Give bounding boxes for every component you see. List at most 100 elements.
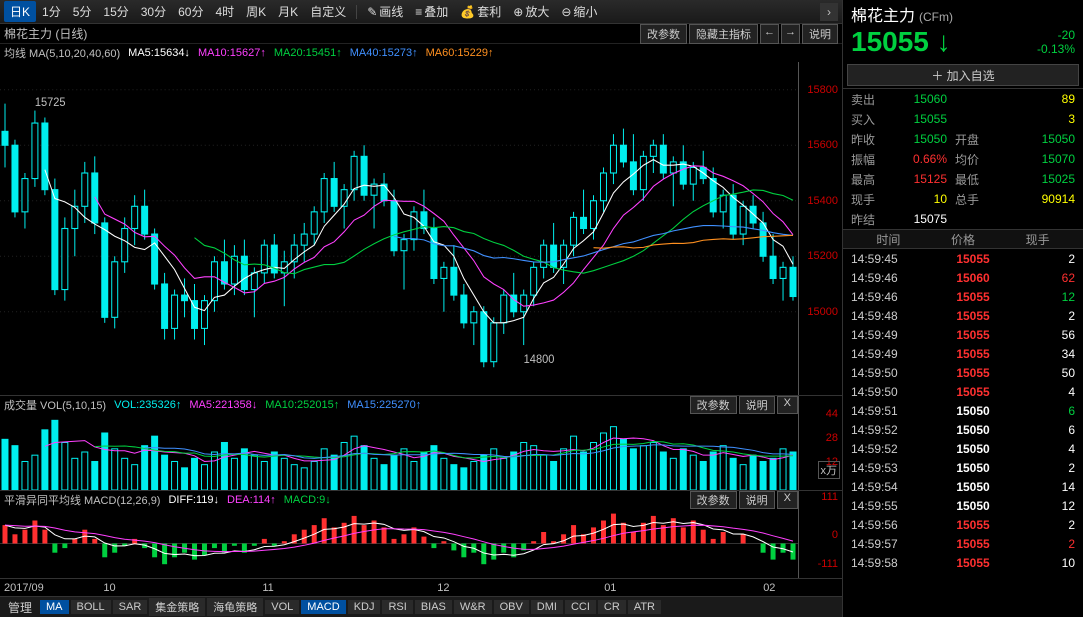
indicator-manage[interactable]: 管理 (2, 598, 38, 617)
ma-val: MA10:15627↑ (198, 47, 266, 59)
tick-qty: 10 (1035, 556, 1075, 570)
tick-qty: 4 (1035, 442, 1075, 456)
tool-套利[interactable]: 💰套利 (454, 1, 507, 22)
stat-val2: 15070 (991, 152, 1075, 166)
indicator-tab-SAR[interactable]: SAR (113, 600, 148, 614)
period-4时[interactable]: 4时 (209, 1, 240, 22)
chart-title-row: 棉花主力 (日线) 改参数隐藏主指标←→说明 (0, 24, 842, 44)
chart-btn-说明[interactable]: 说明 (802, 24, 838, 44)
tool-缩小[interactable]: ⊖缩小 (555, 1, 603, 22)
tick-row: 14:59:57150552 (843, 534, 1083, 553)
indicator-tab-VOL[interactable]: VOL (265, 600, 299, 614)
add-watchlist-button[interactable]: ＋ 加入自选 (847, 64, 1079, 86)
indicator-tab-ATR[interactable]: ATR (628, 600, 661, 614)
tick-row: 14:59:541505014 (843, 477, 1083, 496)
ytick: 15400 (807, 195, 838, 207)
indicator-tab-CR[interactable]: CR (598, 600, 626, 614)
tick-time: 14:59:51 (851, 404, 911, 418)
macd-panel[interactable]: 平滑异同平均线 MACD(12,26,9)DIFF:119↓DEA:114↑MA… (0, 491, 842, 579)
period-日K[interactable]: 日K (4, 1, 36, 22)
tick-time: 14:59:58 (851, 556, 911, 570)
period-60分[interactable]: 60分 (172, 1, 209, 22)
indicator-tab-CCI[interactable]: CCI (565, 600, 596, 614)
indicator-tab-W&R[interactable]: W&R (454, 600, 492, 614)
ytick: 15800 (807, 84, 838, 96)
tick-list: 14:59:4515055214:59:46150606214:59:46150… (843, 249, 1083, 617)
stat-key2: 总手 (955, 191, 991, 208)
tick-row: 14:59:52150506 (843, 420, 1083, 439)
macd-btn-说明[interactable]: 说明 (739, 491, 775, 509)
tick-time: 14:59:46 (851, 271, 911, 285)
chart-title: 棉花主力 (日线) (4, 25, 87, 42)
tick-qty: 62 (1035, 271, 1075, 285)
tick-qty: 6 (1035, 423, 1075, 437)
toolbar-more-icon[interactable]: › (820, 3, 838, 21)
tick-qty: 14 (1035, 480, 1075, 494)
indicator-tab-MACD[interactable]: MACD (301, 600, 345, 614)
stat-row: 卖出1506089 (843, 89, 1083, 109)
ma-prefix: 均线 MA(5,10,20,40,60) (4, 45, 120, 61)
tick-hdr-col: 时间 (851, 231, 926, 248)
chart-btn-隐藏主指标[interactable]: 隐藏主指标 (689, 24, 758, 44)
indicator-tab-OBV[interactable]: OBV (494, 600, 529, 614)
tick-row: 14:59:461506062 (843, 268, 1083, 287)
chart-btn-←[interactable]: ← (760, 24, 779, 44)
vol-btn-改参数[interactable]: 改参数 (690, 396, 737, 414)
indicator-tab-DMI[interactable]: DMI (531, 600, 563, 614)
vol-val: MA5:221358↓ (189, 399, 257, 411)
tool-叠加[interactable]: ≡叠加 (409, 1, 454, 22)
tick-time: 14:59:49 (851, 347, 911, 361)
stat-val: 15075 (887, 212, 947, 226)
vol-btn-X[interactable]: X (777, 396, 798, 414)
macd-btn-改参数[interactable]: 改参数 (690, 491, 737, 509)
vol-val: MA10:252015↑ (265, 399, 339, 411)
macd-title: 平滑异同平均线 MACD(12,26,9) (4, 492, 160, 508)
tick-qty: 50 (1035, 366, 1075, 380)
chart-btn-→[interactable]: → (781, 24, 800, 44)
period-15分[interactable]: 15分 (97, 1, 134, 22)
xtick: 02 (763, 582, 775, 594)
stat-row: 现手10总手90914 (843, 189, 1083, 209)
last-price: 15055 ↓ (851, 26, 951, 58)
period-toolbar: 日K1分5分15分30分60分4时周K月K自定义 ✎画线≡叠加💰套利⊕放大⊖缩小 › (0, 0, 842, 24)
indicator-tab-BIAS[interactable]: BIAS (415, 600, 452, 614)
indicator-tab-RSI[interactable]: RSI (382, 600, 412, 614)
tick-qty: 12 (1035, 499, 1075, 513)
period-月K[interactable]: 月K (272, 1, 304, 22)
period-30分[interactable]: 30分 (135, 1, 172, 22)
period-自定义[interactable]: 自定义 (304, 1, 352, 22)
vol-title: 成交量 VOL(5,10,15) (4, 397, 106, 413)
stat-val2: 3 (991, 112, 1075, 126)
tick-price: 15055 (911, 518, 1035, 532)
tick-price: 15055 (911, 290, 1035, 304)
period-5分[interactable]: 5分 (67, 1, 98, 22)
x-axis: 2017/091011120102 (0, 579, 842, 597)
volume-panel[interactable]: 成交量 VOL(5,10,15)VOL:235326↑MA5:221358↓MA… (0, 396, 842, 491)
price-change-pct: -0.13% (1037, 42, 1075, 56)
xtick: 01 (604, 582, 616, 594)
tick-price: 15055 (911, 252, 1035, 266)
tick-qty: 2 (1035, 537, 1075, 551)
indicator-tab-KDJ[interactable]: KDJ (348, 600, 381, 614)
stat-key: 昨收 (851, 131, 887, 148)
xaxis-start: 2017/09 (4, 582, 44, 594)
price-row: 15055 ↓ -20-0.13% (843, 26, 1083, 62)
vol-btn-说明[interactable]: 说明 (739, 396, 775, 414)
tool-画线[interactable]: ✎画线 (361, 1, 409, 22)
indicator-tab-集金策略[interactable]: 集金策略 (149, 598, 205, 616)
indicator-tab-海龟策略[interactable]: 海龟策略 (207, 598, 263, 616)
stat-val2: 15025 (991, 172, 1075, 186)
svg-text:14800: 14800 (524, 352, 555, 366)
tick-qty: 2 (1035, 309, 1075, 323)
price-change: -20 (1037, 28, 1075, 42)
indicator-tab-BOLL[interactable]: BOLL (71, 600, 111, 614)
tool-放大[interactable]: ⊕放大 (507, 1, 555, 22)
tick-row: 14:59:50150554 (843, 382, 1083, 401)
macd-btn-X[interactable]: X (777, 491, 798, 509)
period-1分[interactable]: 1分 (36, 1, 67, 22)
chart-btn-改参数[interactable]: 改参数 (640, 24, 687, 44)
indicator-tab-MA[interactable]: MA (40, 600, 69, 614)
period-周K[interactable]: 周K (240, 1, 272, 22)
main-chart[interactable]: 1572514800 1580015600154001520015000 (0, 62, 842, 396)
ma-val: MA20:15451↑ (274, 47, 342, 59)
